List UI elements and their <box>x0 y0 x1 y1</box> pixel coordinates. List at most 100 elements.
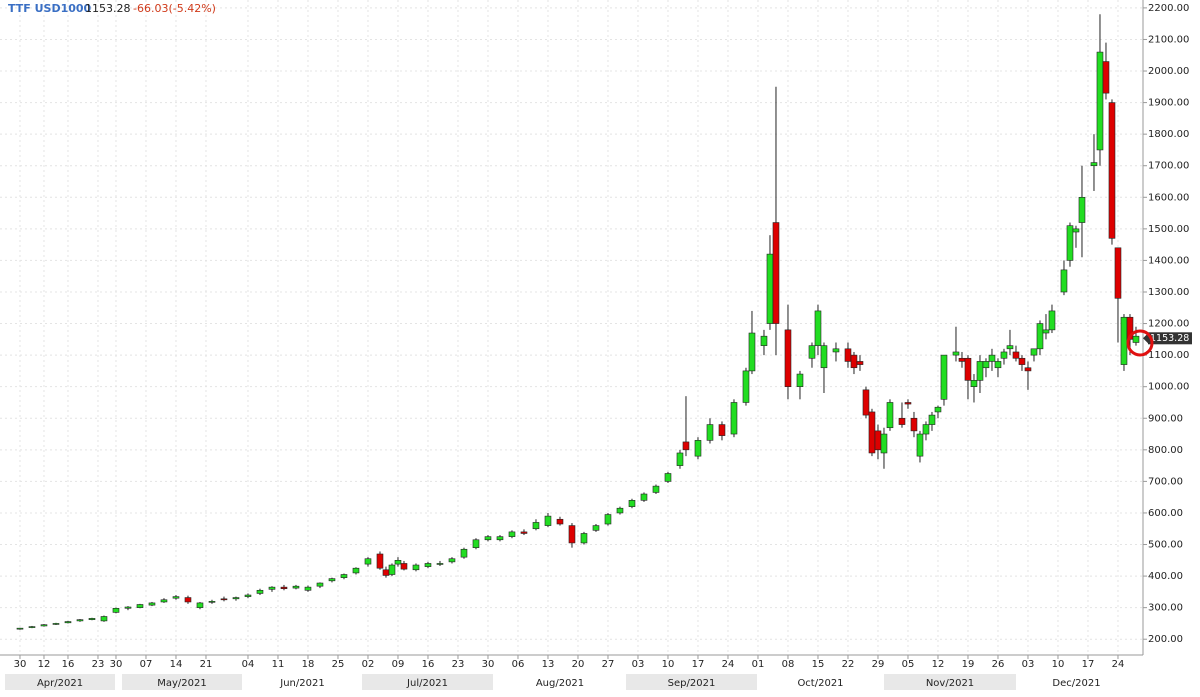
candle-body <box>568 525 576 544</box>
x-tick-label: 11 <box>272 659 285 670</box>
x-tick-label: 20 <box>572 659 585 670</box>
candle-body <box>1030 348 1038 356</box>
y-tick-label: 300.00 <box>1148 603 1183 614</box>
candle-body <box>820 345 828 369</box>
candle-body <box>682 441 690 451</box>
candle-body <box>862 389 870 416</box>
y-tick-label: 1500.00 <box>1148 224 1189 235</box>
x-tick-label: 07 <box>140 659 153 670</box>
x-tick-label: 05 <box>902 659 915 670</box>
candle-body <box>136 604 144 608</box>
change: -66.03(-5.42%) <box>133 2 216 15</box>
candle-body <box>976 361 984 381</box>
candle-body <box>1096 51 1104 151</box>
y-tick-label: 1200.00 <box>1148 319 1189 330</box>
candle-body <box>970 380 978 387</box>
candle-body <box>874 430 882 451</box>
y-tick-label: 1800.00 <box>1148 129 1189 140</box>
candle-body <box>460 548 468 558</box>
candle-body <box>1108 102 1116 239</box>
month-label: Jul/2021 <box>406 678 448 689</box>
x-tick-label: 01 <box>752 659 765 670</box>
candle-body <box>388 564 396 575</box>
candle-body <box>160 599 168 603</box>
candle-body <box>988 354 996 362</box>
candle-body <box>952 351 960 356</box>
y-tick-label: 2200.00 <box>1148 3 1189 14</box>
candle-body <box>256 589 264 594</box>
candle-body <box>328 578 336 582</box>
y-tick-label: 1000.00 <box>1148 382 1189 393</box>
candle-body <box>340 574 348 578</box>
candle-body <box>1090 162 1098 167</box>
x-tick-label: 17 <box>1082 659 1095 670</box>
candle-body <box>292 585 300 589</box>
x-tick-label: 16 <box>62 659 75 670</box>
candle-body <box>1036 323 1044 350</box>
candle-body <box>184 597 192 603</box>
candle-body <box>904 402 912 405</box>
candle-body <box>850 354 858 369</box>
candle-body <box>796 373 804 387</box>
x-tick-label: 17 <box>692 659 705 670</box>
x-tick-label: 12 <box>38 659 51 670</box>
x-tick-label: 29 <box>872 659 885 670</box>
month-label: Dec/2021 <box>1052 678 1100 689</box>
x-tick-label: 10 <box>662 659 675 670</box>
x-tick-label: 23 <box>92 659 105 670</box>
candle-body <box>88 618 96 620</box>
candle-body <box>400 563 408 570</box>
x-tick-label: 03 <box>632 659 645 670</box>
candle-body <box>448 558 456 563</box>
candle-body <box>1000 351 1008 359</box>
y-tick-label: 600.00 <box>1148 508 1183 519</box>
x-tick-label: 24 <box>1112 659 1125 670</box>
x-tick-label: 25 <box>332 659 345 670</box>
candle-body <box>1102 61 1110 94</box>
candle-body <box>394 560 402 565</box>
y-tick-label: 700.00 <box>1148 476 1183 487</box>
x-tick-label: 03 <box>1022 659 1035 670</box>
candle-body <box>1078 196 1086 223</box>
x-tick-label: 21 <box>200 659 213 670</box>
candle-body <box>616 507 624 514</box>
x-tick-label: 12 <box>932 659 945 670</box>
candle-body <box>748 332 756 372</box>
candle-body <box>364 558 372 565</box>
candle-body <box>844 348 852 362</box>
x-tick-label: 30 <box>482 659 495 670</box>
last-price: 1153.28 <box>85 2 131 15</box>
candle-body <box>832 348 840 353</box>
candle-body <box>40 624 48 627</box>
candle-body <box>232 597 240 600</box>
candle-body <box>772 222 780 324</box>
candle-body <box>718 424 726 436</box>
x-tick-label: 04 <box>242 659 255 670</box>
candle-body <box>1024 367 1032 372</box>
plot-area <box>16 14 1140 630</box>
candle-body <box>556 518 564 525</box>
x-tick-label: 16 <box>422 659 435 670</box>
candle-body <box>886 402 894 429</box>
y-tick-label: 400.00 <box>1148 571 1183 582</box>
month-label: Jun/2021 <box>279 678 324 689</box>
x-tick-label: 15 <box>812 659 825 670</box>
candle-body <box>520 531 528 534</box>
y-tick-label: 800.00 <box>1148 445 1183 456</box>
last-price-marker <box>1143 333 1148 344</box>
candle-body <box>694 440 702 457</box>
candle-body <box>664 473 672 482</box>
month-label: Aug/2021 <box>536 678 584 689</box>
candle-body <box>532 522 540 530</box>
candle-body <box>1120 316 1128 365</box>
candle-body <box>100 616 108 622</box>
x-tick-label: 27 <box>602 659 615 670</box>
candle-body <box>856 361 864 365</box>
candle-body <box>1066 225 1074 261</box>
candle-body <box>880 433 888 454</box>
candle-body <box>28 626 36 628</box>
y-tick-label: 1300.00 <box>1148 287 1189 298</box>
y-tick-label: 1100.00 <box>1148 350 1189 361</box>
candle-body <box>604 514 612 525</box>
candle-body <box>640 493 648 501</box>
